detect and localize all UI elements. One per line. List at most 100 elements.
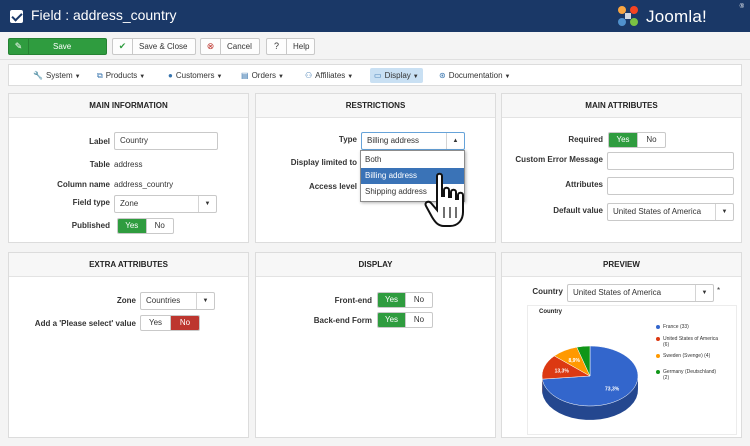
please-select-label: Add a 'Please select' value <box>34 319 136 328</box>
yes-option[interactable]: Yes <box>378 293 405 307</box>
pie-chart-svg: 73,3% 13,3% 8,9% <box>541 345 639 420</box>
required-asterisk: * <box>717 286 721 295</box>
label-input[interactable]: Country <box>114 132 218 150</box>
menu-orders[interactable]: ▤ Orders ▼ <box>241 71 284 80</box>
yes-option[interactable]: Yes <box>378 313 405 327</box>
menu-customers[interactable]: ● Customers ▼ <box>168 71 223 80</box>
published-toggle[interactable]: Yes No <box>117 218 174 234</box>
back-end-form-toggle[interactable]: Yes No <box>377 312 433 328</box>
option-both[interactable]: Both <box>365 155 382 164</box>
no-option[interactable]: No <box>405 313 432 327</box>
attributes-input[interactable] <box>607 177 734 195</box>
please-select-toggle[interactable]: Yes No <box>140 315 200 331</box>
display-panel: DISPLAY Front-end Yes No Back-end Form Y… <box>255 252 496 438</box>
pie-slice-3 <box>576 345 591 377</box>
menu-documentation[interactable]: ⊛ Documentation ▼ <box>439 71 511 80</box>
no-option[interactable]: No <box>145 219 174 233</box>
custom-error-input[interactable] <box>607 152 734 170</box>
cubes-icon: ⧉ <box>97 71 103 80</box>
no-option[interactable]: No <box>637 133 665 147</box>
no-option[interactable]: No <box>170 316 199 330</box>
menu-system[interactable]: 🔧 System ▼ <box>33 71 81 80</box>
default-value-label: Default value <box>553 206 603 215</box>
yes-option[interactable]: Yes <box>118 219 146 233</box>
legend-label: France (33) <box>663 324 689 330</box>
help-button[interactable]: ? Help <box>266 38 315 55</box>
caret-down-icon: ▼ <box>74 74 81 80</box>
country-select[interactable]: United States of America ▼ <box>567 284 714 302</box>
joomla-registered: ® <box>739 4 744 10</box>
legend-label: Germany (Deutschland) (2) <box>663 369 717 381</box>
table-label: Table <box>89 160 110 169</box>
pie-slice-side-0 <box>542 374 638 420</box>
panel-heading: PREVIEW <box>502 253 741 277</box>
menu-display[interactable]: ▭ Display ▼ <box>370 68 423 83</box>
column-name-value: address_country <box>114 180 174 189</box>
caret-down-icon: ▼ <box>139 74 146 80</box>
caret-down-icon: ▼ <box>347 74 354 80</box>
pie-data-label-1: 13,3% <box>555 368 570 374</box>
extra-attributes-panel: EXTRA ATTRIBUTES Zone Countries ▼ Add a … <box>8 252 249 438</box>
legend-color-icon <box>656 337 660 341</box>
zone-label: Zone <box>116 296 136 305</box>
caret-down-icon: ▼ <box>715 204 733 220</box>
edit-icon: ✎ <box>9 39 29 54</box>
user-icon: ● <box>168 71 173 80</box>
custom-error-label: Custom Error Message <box>515 155 603 164</box>
users-icon: ⚇ <box>305 71 313 80</box>
main-information-panel: MAIN INFORMATION Label Country Table add… <box>8 93 249 243</box>
published-label: Published <box>71 221 110 230</box>
legend-label: Sweden (Svenge) (4) <box>663 353 711 359</box>
menu-products[interactable]: ⧉ Products ▼ <box>97 71 146 80</box>
table-value: address <box>114 160 143 169</box>
toolbar: ✎ Save ✔ Save & Close ⊗ Cancel ? Help <box>0 32 750 60</box>
yes-option[interactable]: Yes <box>148 318 163 327</box>
default-value-select[interactable]: United States of America ▼ <box>607 203 734 221</box>
caret-down-icon: ▼ <box>216 74 223 80</box>
no-option[interactable]: No <box>405 293 432 307</box>
panel-heading: MAIN INFORMATION <box>9 94 248 118</box>
save-close-button[interactable]: ✔ Save & Close <box>112 38 196 55</box>
caret-down-icon: ▼ <box>695 285 713 301</box>
caret-down-icon: ▼ <box>278 74 284 80</box>
caret-down-icon: ▼ <box>412 74 419 80</box>
field-type-label: Field type <box>72 198 110 207</box>
title-bar: Field : address_country Joomla! ® <box>0 0 750 32</box>
zone-select[interactable]: Countries ▼ <box>140 292 215 310</box>
type-label: Type <box>338 135 357 144</box>
caret-down-icon: ▼ <box>504 74 511 80</box>
label-label: Label <box>89 137 110 146</box>
type-select[interactable]: Billing address ▲ <box>361 132 465 150</box>
check-icon: ✔ <box>113 39 133 54</box>
access-level-label: Access level <box>308 182 357 191</box>
country-label: Country <box>532 287 563 296</box>
column-name-label: Column name <box>57 180 110 189</box>
cancel-icon: ⊗ <box>201 39 221 54</box>
legend-color-icon <box>656 370 660 374</box>
wrench-icon: 🔧 <box>33 71 43 80</box>
question-icon: ? <box>267 39 287 54</box>
menu-affiliates[interactable]: ⚇ Affiliates ▼ <box>305 71 354 80</box>
lifebuoy-icon: ⊛ <box>439 71 446 80</box>
panel-heading: RESTRICTIONS <box>256 94 495 118</box>
checkbox-icon <box>10 10 23 23</box>
caret-down-icon: ▼ <box>196 293 214 309</box>
yes-option[interactable]: Yes <box>609 133 637 147</box>
main-menu: 🔧 System ▼ ⧉ Products ▼ ● Customers ▼ ▤ Orders ▼… <box>8 64 742 86</box>
joomla-logo: Joomla! ® <box>614 2 744 30</box>
front-end-label: Front-end <box>334 296 372 305</box>
chart-title: Country <box>539 309 562 315</box>
panel-heading: DISPLAY <box>256 253 495 277</box>
save-button[interactable]: ✎ Save <box>8 38 107 55</box>
panel-heading: EXTRA ATTRIBUTES <box>9 253 248 277</box>
required-label: Required <box>568 135 603 144</box>
option-shipping-address[interactable]: Shipping address <box>365 187 427 196</box>
required-toggle[interactable]: Yes No <box>608 132 666 148</box>
display-limited-label: Display limited to <box>290 158 357 167</box>
legend-label: United States of America (6) <box>663 336 719 348</box>
joomla-logo-icon <box>618 6 638 26</box>
field-type-select[interactable]: Zone ▼ <box>114 195 217 213</box>
cart-icon: ▤ <box>241 71 249 80</box>
front-end-toggle[interactable]: Yes No <box>377 292 433 308</box>
cancel-button[interactable]: ⊗ Cancel <box>200 38 260 55</box>
